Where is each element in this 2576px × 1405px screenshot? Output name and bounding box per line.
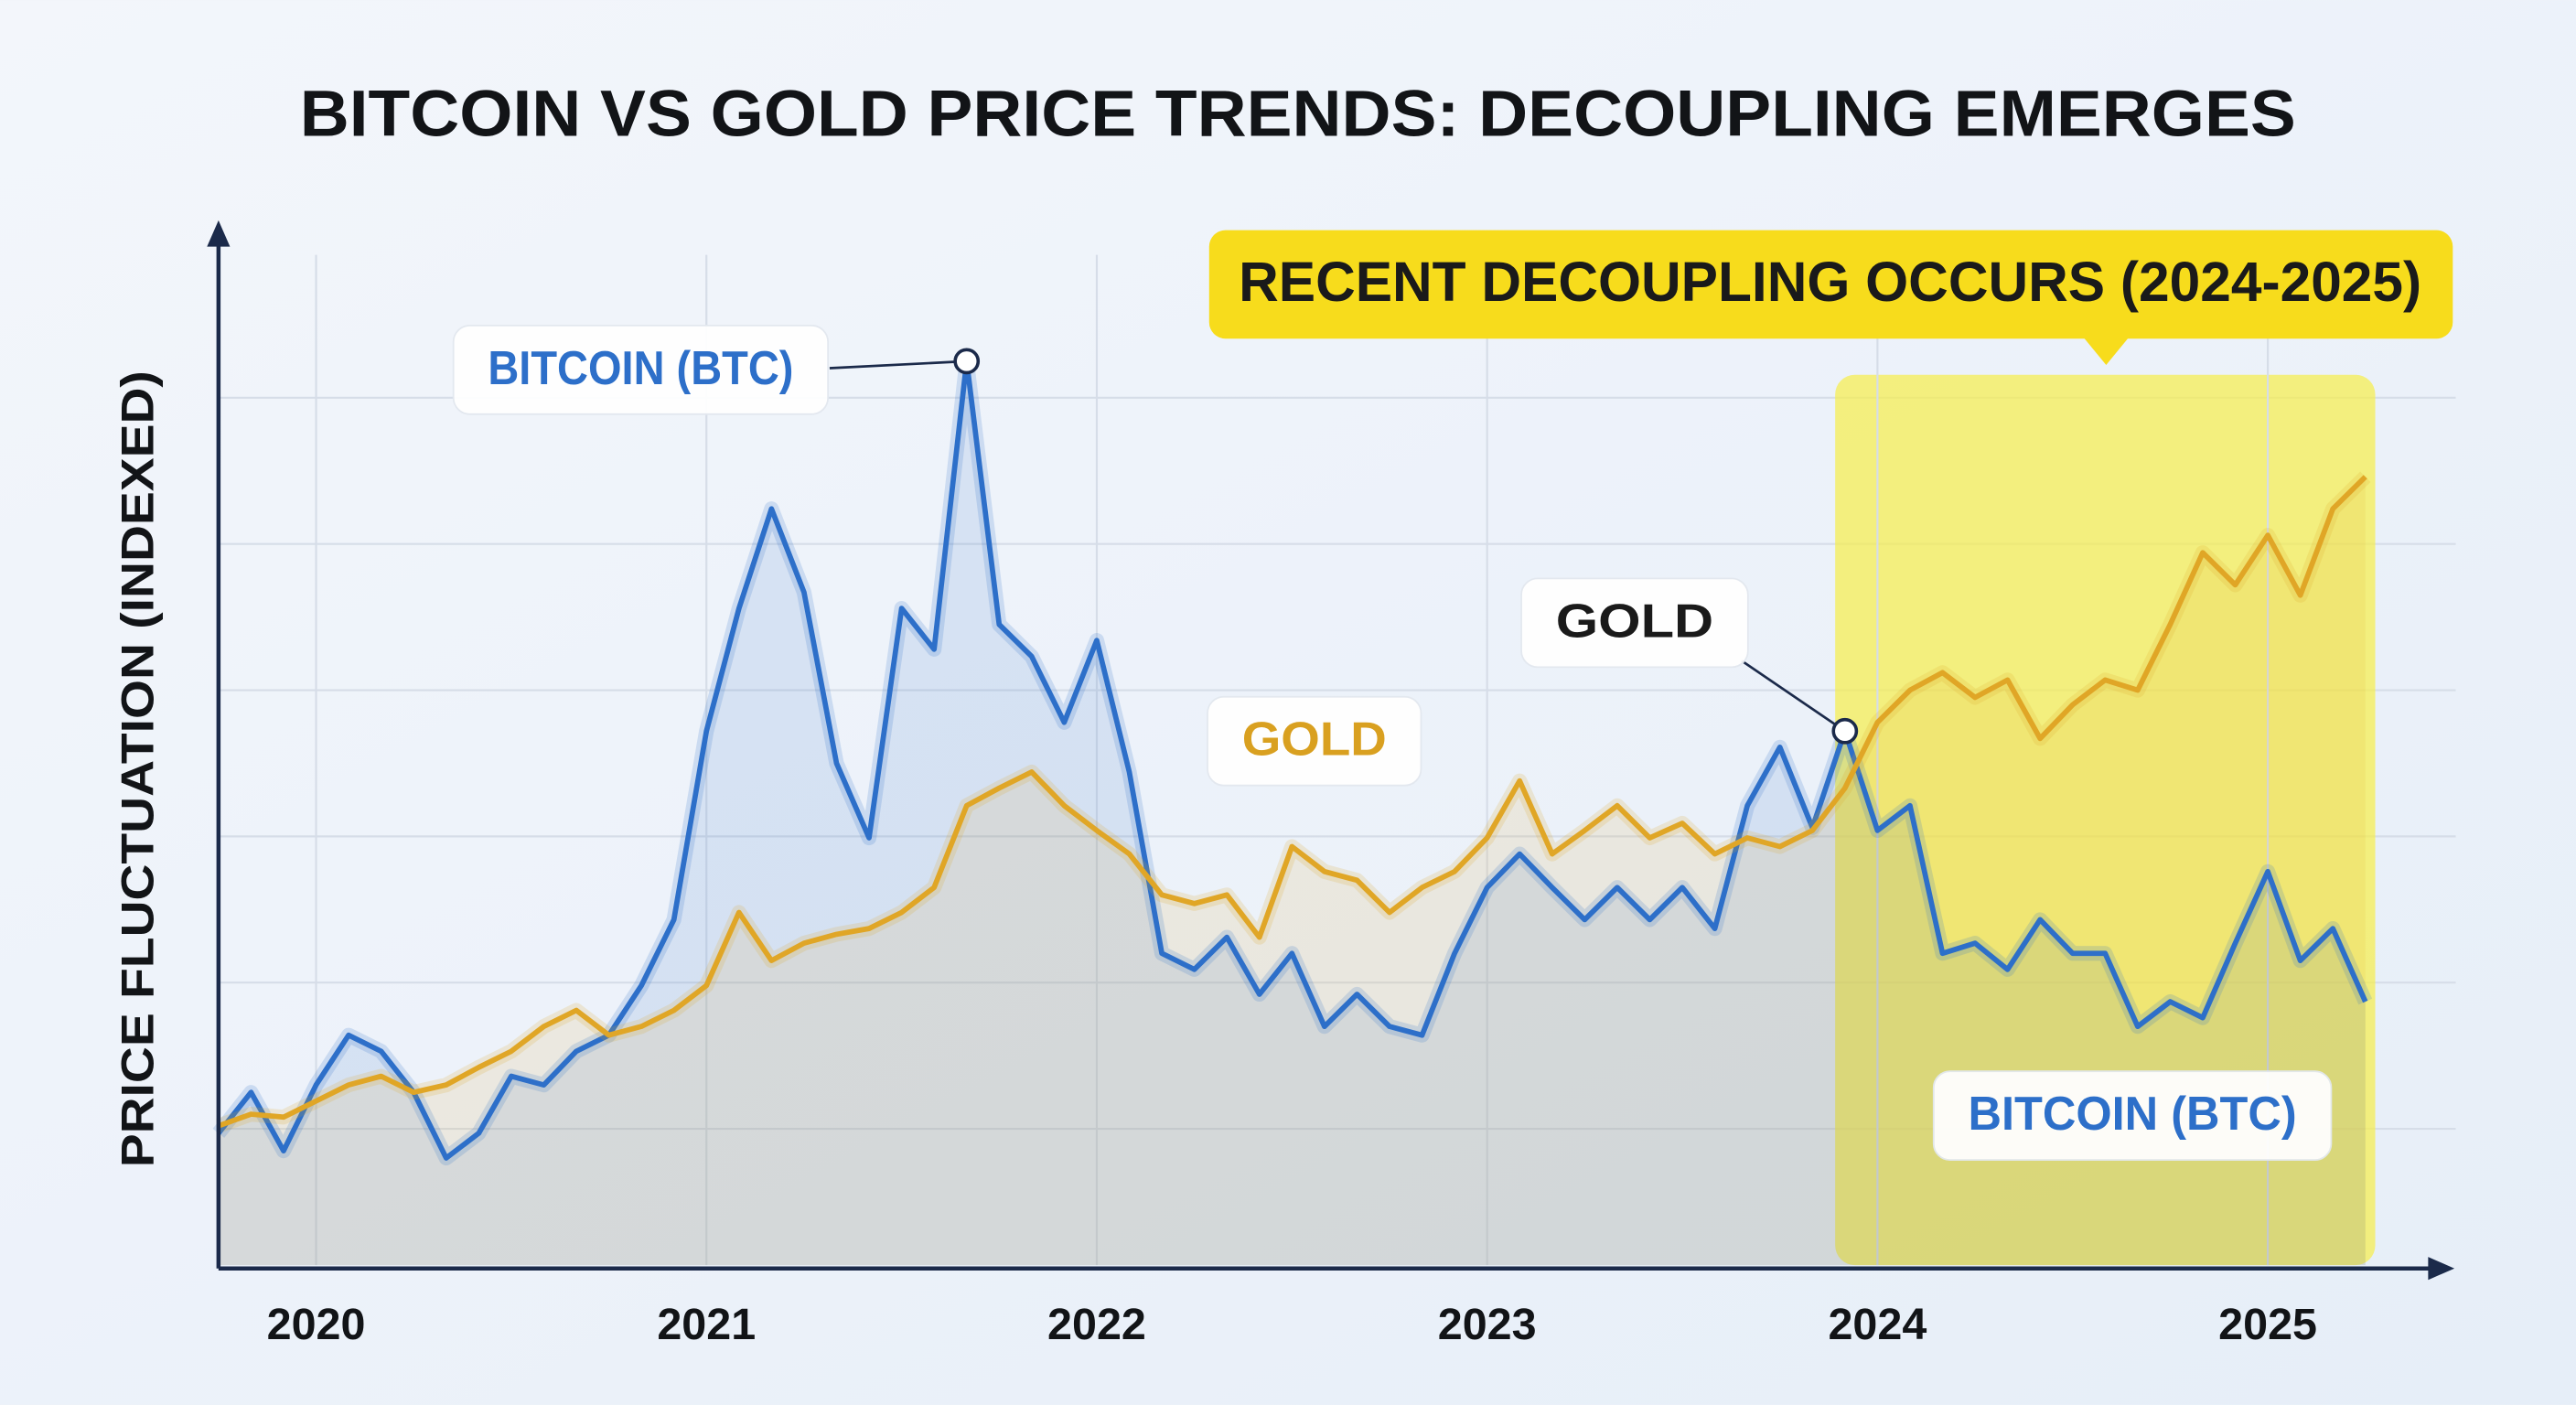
x-tick-label: 2020: [267, 1300, 366, 1349]
series-area: [218, 360, 2366, 1266]
annotation-box: [1208, 230, 2453, 339]
y-axis-arrow: [207, 220, 231, 247]
x-tick-label: 2025: [2218, 1300, 2317, 1349]
series-line: [217, 475, 2367, 1129]
highlight-region: [1835, 374, 2376, 1266]
x-tick-label: 2024: [1828, 1300, 1927, 1349]
callout-point: [1831, 717, 1859, 745]
annotation-text: RECENT DECOUPLING OCCURS (2024-2025): [1239, 251, 2421, 313]
x-axis-arrow: [2428, 1257, 2455, 1281]
series-label-box: [452, 324, 830, 415]
series-area: [218, 477, 2366, 1266]
series-label: BITCOIN (BTC): [488, 342, 793, 395]
leader-line: [829, 359, 967, 370]
chart-title: BITCOIN VS GOLD PRICE TRENDS: DECOUPLING…: [300, 78, 2296, 151]
callout-point: [953, 348, 981, 375]
y-axis-label: PRICE FLUCTUATION (INDEXED): [112, 370, 164, 1167]
annotation-pointer: [2083, 337, 2130, 365]
leader-line: [1740, 660, 1846, 733]
series-line: [216, 359, 2368, 1161]
series-label-box: [1932, 1070, 2333, 1162]
series-label: GOLD: [1556, 595, 1713, 648]
x-tick-label: 2022: [1047, 1300, 1146, 1349]
series-label-box: [1520, 577, 1749, 669]
series-label-box: [1207, 695, 1422, 787]
series-label: GOLD: [1242, 713, 1387, 767]
x-tick-label: 2023: [1438, 1300, 1537, 1349]
x-tick-label: 2021: [657, 1300, 756, 1349]
series-label: BITCOIN (BTC): [1969, 1088, 2297, 1141]
